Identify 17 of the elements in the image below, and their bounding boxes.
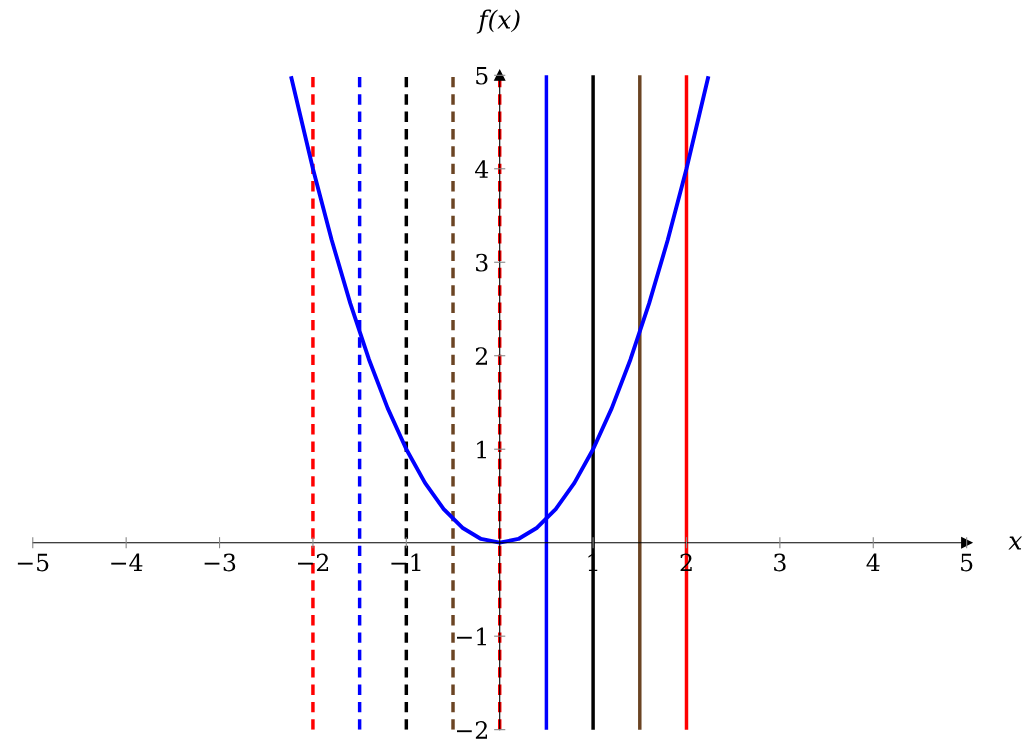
- x-tick-label: 5: [961, 553, 973, 572]
- y-tick-label: −2: [456, 721, 487, 739]
- x-tick-label: −2: [298, 553, 329, 572]
- x-tick-label: 4: [866, 553, 880, 572]
- y-tick-label: 5: [476, 67, 488, 85]
- y-axis-title: f(x): [476, 9, 520, 34]
- x-tick-label: 3: [774, 553, 786, 572]
- x-tick-label: −3: [204, 553, 236, 572]
- x-tick-label: −5: [17, 553, 49, 572]
- y-tick-label: 2: [475, 347, 487, 365]
- y-tick-label: −1: [456, 627, 486, 646]
- x-tick-label: −1: [391, 553, 421, 572]
- x-axis-title: x: [1008, 536, 1023, 550]
- y-tick-label: 3: [476, 253, 488, 272]
- y-tick-label: 1: [477, 440, 486, 459]
- x-tick-label: −4: [111, 553, 143, 572]
- y-tick-label: 4: [475, 160, 489, 178]
